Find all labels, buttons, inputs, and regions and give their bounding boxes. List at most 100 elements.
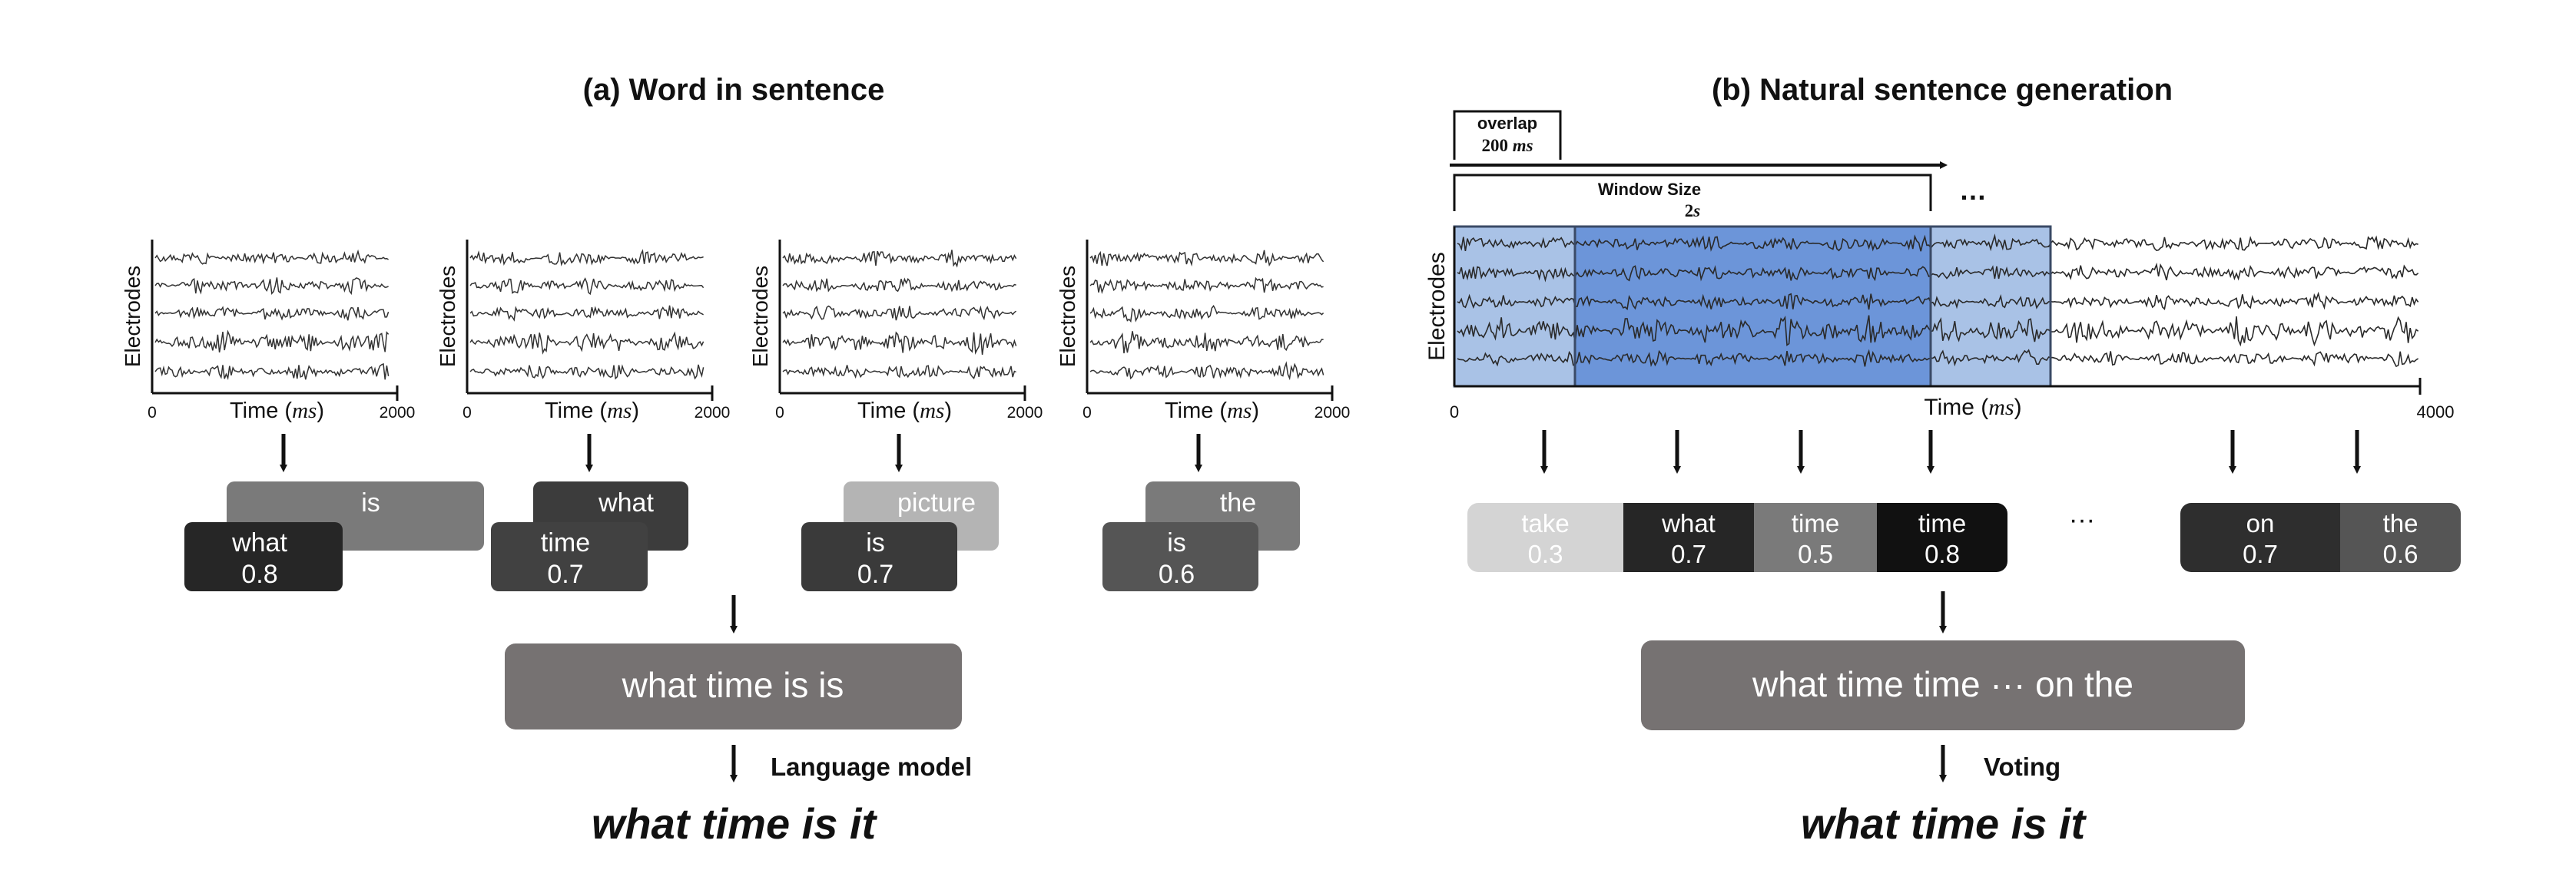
eeg-trace <box>154 249 389 265</box>
panel-a-title: (a) Word in sentence <box>583 73 885 107</box>
eeg-trace <box>782 331 1017 356</box>
panel-b-tick-start: 0 <box>1450 402 1459 422</box>
panel-b-title: (b) Natural sentence generation <box>1712 73 2173 107</box>
word-cell-word: the <box>2383 509 2419 538</box>
eeg-trace <box>1457 291 2419 311</box>
panel-a-word-cards: is what 0.8 what time 0.7 picture is 0.7 the is 0.6 <box>184 434 1300 591</box>
candidate-word: is <box>866 528 885 557</box>
ellipsis-top: … <box>1959 174 1987 206</box>
candidate-word-top: picture <box>897 488 976 518</box>
eeg-trace <box>1457 315 2419 347</box>
panel-b-ellipsis-mid: ··· <box>2069 505 2095 534</box>
candidate-word: time <box>541 528 590 557</box>
word-cell <box>1754 503 1877 572</box>
candidate-card-bottom <box>801 522 957 591</box>
candidate-word: is <box>1167 528 1186 557</box>
eeg-trace <box>782 365 1016 379</box>
word-cell-score: 0.8 <box>1925 540 1960 568</box>
tick-start: 0 <box>148 404 157 422</box>
eeg-trace <box>1457 262 2419 283</box>
panel-b-xlabel: Time (ms) <box>1924 395 2021 420</box>
tick-start: 0 <box>775 404 784 422</box>
eeg-trace <box>469 305 704 322</box>
eeg-trace <box>782 277 1016 293</box>
x-label: Time (ms) <box>857 399 952 423</box>
panel-a-combined-box <box>505 643 962 729</box>
panel-a-lm-label: Language model <box>771 753 972 781</box>
word-cell-score: 0.6 <box>2383 540 2419 568</box>
tick-end: 2000 <box>380 404 416 422</box>
window-size-label: Window Size <box>1598 180 1701 199</box>
eeg-trace <box>1457 349 2419 368</box>
candidate-score: 0.7 <box>857 560 893 589</box>
word-cell-word: time <box>1918 509 1966 538</box>
word-card-group-3: picture is 0.7 <box>801 434 999 591</box>
panel-b-down-arrows <box>1540 430 2361 474</box>
eeg-trace <box>1089 305 1324 323</box>
word-cell-score: 0.3 <box>1528 540 1563 568</box>
eeg-trace <box>1089 331 1324 354</box>
eeg-trace <box>1457 233 2419 252</box>
x-label: Time (ms) <box>230 399 324 423</box>
candidate-word-top: what <box>598 488 654 518</box>
word-card-group-4: the is 0.6 <box>1102 434 1300 591</box>
eeg-trace <box>782 305 1017 321</box>
eeg-trace <box>782 250 1017 268</box>
word-cell-score: 0.7 <box>2243 540 2278 568</box>
eeg-plot-4: Electrodes 0 2000 Time (ms) <box>1056 240 1350 423</box>
eeg-trace <box>154 306 390 321</box>
eeg-trace <box>154 277 389 296</box>
overlap-value: 200 ms <box>1481 136 1533 155</box>
window-size-bracket <box>1453 174 1932 211</box>
x-label: Time (ms) <box>1165 399 1259 423</box>
candidate-word: what <box>231 528 287 557</box>
window-size-value: 2s <box>1685 201 1701 220</box>
panel-a-eeg-plots: Electrodes 0 2000 Time (ms) Electrodes 0 2000 T… <box>121 240 1350 423</box>
candidate-word-top: the <box>1220 488 1256 518</box>
candidate-card-bottom <box>184 522 343 591</box>
word-cell-score: 0.5 <box>1798 540 1833 568</box>
eeg-trace <box>154 362 390 381</box>
word-cell <box>1467 503 1623 572</box>
candidate-word-top: is <box>361 488 380 518</box>
word-cell <box>1623 503 1754 572</box>
word-cell-score: 0.7 <box>1671 540 1706 568</box>
eeg-trace <box>1089 250 1324 267</box>
eeg-trace <box>469 277 705 296</box>
tick-start: 0 <box>1082 404 1092 422</box>
eeg-plot-2: Electrodes 0 2000 Time (ms) <box>436 240 730 423</box>
panel-b-combined-text: what time time ··· on the <box>1752 664 2133 704</box>
eeg-plot-1: Electrodes 0 2000 Time (ms) <box>121 240 415 423</box>
panel-b-voting-label: Voting <box>1984 753 2060 781</box>
eeg-plot-3: Electrodes 0 2000 Time (ms) <box>748 240 1043 423</box>
candidate-card-bottom <box>491 522 648 591</box>
panel-b-combined-box <box>1641 640 2245 730</box>
word-cell <box>1877 503 2007 572</box>
candidate-score: 0.6 <box>1159 560 1195 589</box>
candidate-card-bottom <box>1102 522 1258 591</box>
panel-b-result: what time is it <box>1801 799 2087 848</box>
word-cell <box>2340 503 2461 572</box>
eeg-trace <box>1089 276 1324 295</box>
eeg-trace <box>154 329 390 353</box>
word-cell-word: take <box>1521 509 1569 538</box>
tick-end: 2000 <box>1007 404 1043 422</box>
y-label: Electrodes <box>121 266 144 367</box>
tick-end: 2000 <box>695 404 731 422</box>
y-label: Electrodes <box>748 266 772 367</box>
candidate-score: 0.7 <box>547 560 583 589</box>
eeg-trace <box>469 364 705 380</box>
eeg-trace <box>469 249 704 266</box>
overlap-bracket <box>1453 110 1562 160</box>
panel-a-result: what time is it <box>592 799 878 848</box>
word-cell-word: what <box>1661 509 1716 538</box>
panel-b-ylabel: Electrodes <box>1424 252 1450 361</box>
panel-a-combined-text: what time is is <box>622 665 844 705</box>
tick-start: 0 <box>462 404 472 422</box>
word-card-group-2: what time 0.7 <box>491 434 688 591</box>
panel-b-tick-end: 4000 <box>2417 402 2455 422</box>
